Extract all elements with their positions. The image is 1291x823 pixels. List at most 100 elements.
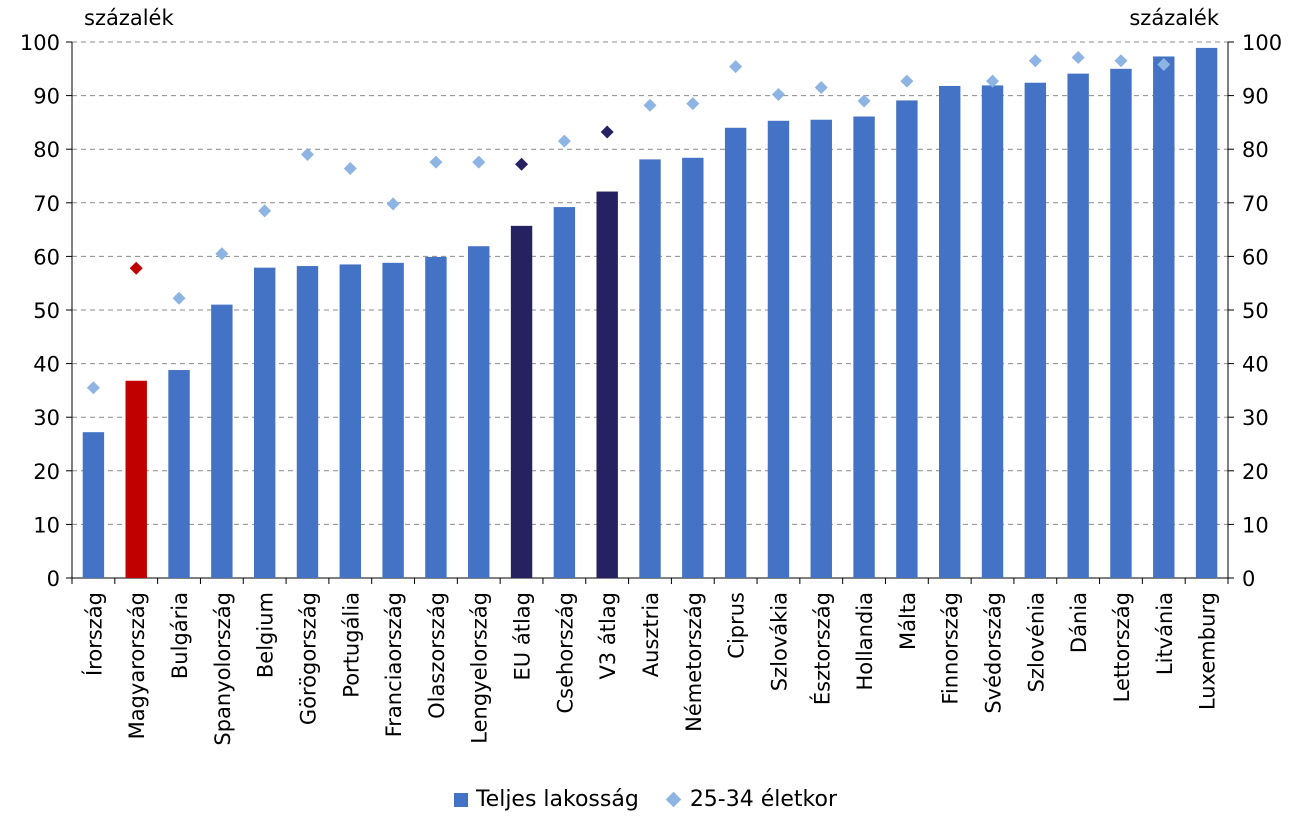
marker (557, 134, 571, 148)
y-tick-label-right: 60 (1242, 245, 1269, 269)
y-tick-label-right: 10 (1242, 513, 1269, 537)
x-tick-label: Luxemburg (1196, 592, 1220, 710)
bar (1153, 56, 1175, 579)
y-tick-label-left: 0 (47, 567, 60, 591)
right-axis-unit-label: százalék (1129, 6, 1219, 30)
x-tick-label: Finnország (939, 592, 963, 705)
x-tick-label: Lettország (1110, 592, 1134, 702)
legend-label-bars: Teljes lakosság (475, 787, 639, 812)
marker (1114, 54, 1128, 68)
x-tick-label: Málta (896, 592, 920, 650)
marker (515, 157, 529, 171)
x-tick-label: Lengyelország (468, 592, 492, 744)
x-tick-label: Litvánia (1153, 592, 1177, 675)
marker (857, 94, 871, 108)
chart-legend: Teljes lakosság 25-34 életkor (0, 787, 1291, 812)
x-tick-label: Hollandia (853, 592, 877, 691)
x-tick-label: Szlovénia (1024, 592, 1048, 692)
bar (853, 116, 875, 578)
bar (425, 256, 447, 578)
legend-diamond-swatch (665, 791, 682, 808)
y-tick-label-left: 50 (33, 299, 60, 323)
y-tick-label-right: 90 (1242, 85, 1269, 109)
x-tick-label: Magyarország (125, 592, 149, 739)
marker (771, 88, 785, 102)
left-axis-unit-label: százalék (84, 6, 174, 30)
marker (1157, 58, 1171, 72)
y-tick-label-right: 70 (1242, 192, 1269, 216)
y-tick-label-left: 70 (33, 192, 60, 216)
x-tick-label: Bulgária (168, 592, 192, 679)
bar (810, 119, 832, 578)
y-tick-label-right: 100 (1242, 31, 1282, 55)
x-tick-label: Csehország (553, 592, 577, 713)
x-tick-label: Spanyolország (211, 592, 235, 746)
bar (1024, 82, 1047, 579)
bar (168, 370, 190, 578)
marker (472, 155, 486, 169)
marker (814, 81, 828, 95)
bar (82, 432, 105, 578)
bar (981, 85, 1004, 578)
bar (468, 246, 490, 578)
bar (510, 225, 533, 578)
x-tick-label: Olaszország (425, 592, 449, 719)
x-tick-label: Ausztria (639, 592, 663, 677)
bar (939, 85, 961, 579)
y-tick-label-right: 30 (1242, 406, 1269, 430)
y-tick-label-right: 20 (1242, 460, 1269, 484)
y-tick-label-right: 40 (1242, 353, 1269, 377)
marker (129, 261, 143, 275)
marker (258, 204, 272, 218)
x-tick-label: Írország (81, 592, 106, 676)
bar (896, 100, 918, 578)
y-tick-label-right: 80 (1242, 138, 1269, 162)
x-tick-label: Szlovákia (767, 592, 791, 691)
x-tick-label: Belgium (254, 592, 278, 678)
bar (1067, 73, 1089, 579)
bar (1110, 68, 1132, 579)
marker (86, 381, 100, 395)
x-tick-label: Görögország (296, 592, 320, 725)
x-tick-label: Dánia (1067, 592, 1091, 653)
marker (343, 161, 357, 175)
y-tick-label-left: 30 (33, 406, 60, 430)
y-tick-label-left: 60 (33, 245, 60, 269)
bar (639, 159, 661, 578)
x-tick-label: Portugália (339, 592, 363, 698)
y-tick-label-left: 90 (33, 85, 60, 109)
bar (767, 120, 790, 579)
bar (724, 127, 747, 578)
bar (125, 380, 147, 578)
legend-label-markers: 25-34 életkor (689, 787, 838, 812)
marker (643, 98, 657, 112)
marker (900, 74, 914, 88)
y-tick-label-right: 0 (1242, 567, 1255, 591)
x-tick-label: V3 átlag (596, 592, 620, 680)
bar (211, 304, 233, 578)
marker (1071, 51, 1085, 65)
x-tick-label: EU átlag (511, 592, 535, 680)
bar (339, 264, 361, 578)
legend-item-bars: Teljes lakosság (453, 787, 639, 812)
marker (172, 291, 186, 305)
x-tick-label: Észtország (809, 592, 834, 705)
bar (553, 207, 576, 578)
legend-bar-swatch (453, 792, 468, 807)
marker (429, 155, 443, 169)
marker (300, 148, 314, 162)
y-tick-label-left: 100 (20, 31, 60, 55)
legend-item-markers: 25-34 életkor (665, 787, 837, 812)
y-tick-label-right: 50 (1242, 299, 1269, 323)
y-tick-label-left: 10 (33, 513, 60, 537)
bar (1195, 47, 1218, 579)
x-tick-label: Svédország (982, 592, 1006, 714)
marker (1028, 54, 1042, 68)
y-tick-label-left: 40 (33, 353, 60, 377)
bar (253, 267, 276, 578)
marker (600, 125, 614, 139)
bar (596, 191, 618, 578)
marker (386, 197, 400, 211)
